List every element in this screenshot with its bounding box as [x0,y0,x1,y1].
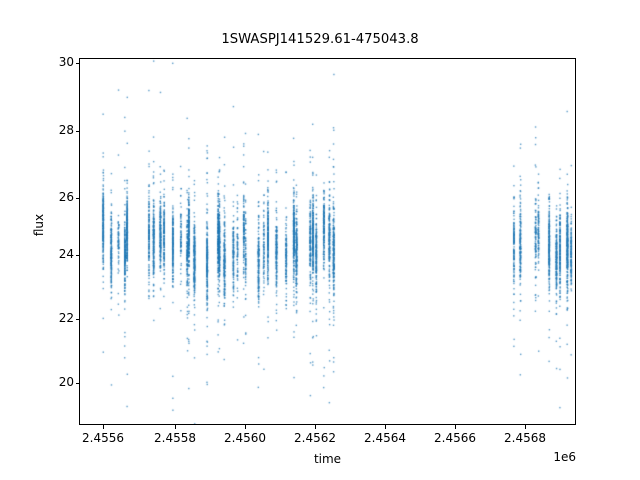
plot-axes-area [79,58,576,425]
y-tick-mark [75,63,79,65]
x-tick-mark [455,425,457,429]
x-axis-offset-label: 1e6 [553,450,576,464]
y-tick-mark [75,383,79,385]
y-tick-mark [75,255,79,257]
x-tick-label: 2.4560 [224,431,266,445]
x-tick-mark [315,425,317,429]
y-tick-mark [75,131,79,133]
y-tick-label: 22 [58,311,74,325]
y-tick-label: 26 [58,190,74,204]
x-tick-label: 2.4562 [294,431,336,445]
x-tick-mark [245,425,247,429]
y-axis-label: flux [32,213,46,237]
y-tick-label: 20 [58,375,74,389]
x-tick-label: 2.4558 [154,431,196,445]
x-tick-label: 2.4564 [364,431,406,445]
scatter-data-layer [80,59,575,424]
x-tick-label: 2.4568 [504,431,546,445]
x-tick-mark [175,425,177,429]
x-tick-mark [103,425,105,429]
y-tick-label: 28 [58,123,74,137]
y-tick-mark [75,319,79,321]
page-title: 1SWASPJ141529.61-475043.8 [221,32,419,47]
x-tick-mark [385,425,387,429]
y-tick-label: 24 [58,247,74,261]
y-tick-label: 30 [58,55,74,69]
x-tick-mark [525,425,527,429]
y-tick-mark [75,198,79,200]
x-axis-label: time [313,452,342,466]
x-tick-label: 2.4566 [434,431,476,445]
x-tick-label: 2.4556 [82,431,124,445]
